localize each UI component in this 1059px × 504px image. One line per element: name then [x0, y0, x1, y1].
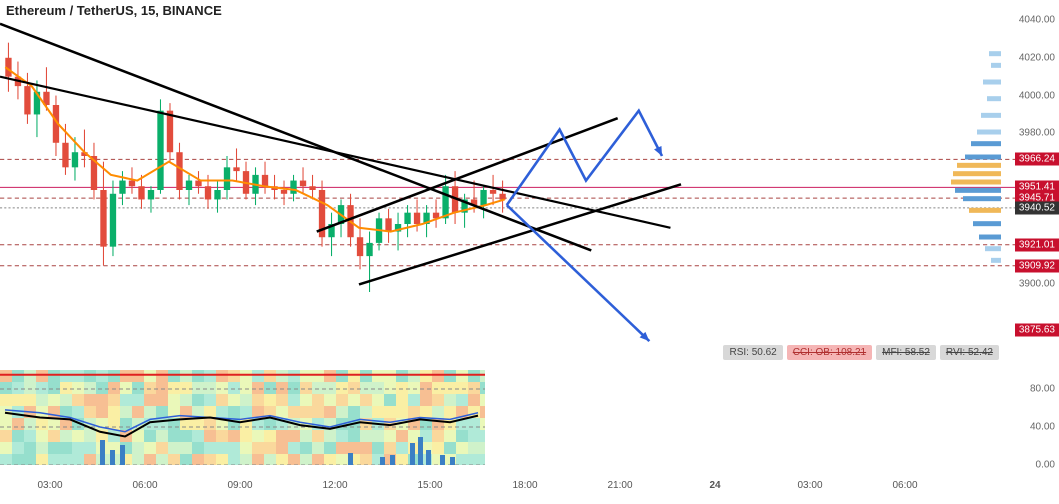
- indicator-tick: 0.00: [1036, 460, 1055, 471]
- price-label: 3875.63: [1015, 324, 1059, 337]
- price-axis: 4040.004020.004000.003980.003900.003966.…: [1003, 20, 1059, 360]
- price-label: 3921.01: [1015, 238, 1059, 251]
- price-label: 3966.24: [1015, 153, 1059, 166]
- time-tick: 03:00: [37, 480, 62, 491]
- price-tick: 4020.00: [1019, 52, 1055, 63]
- indicator-badge: RVI: 52.42: [940, 345, 999, 360]
- time-tick: 09:00: [227, 480, 252, 491]
- indicator-badge: RSI: 50.62: [723, 345, 782, 360]
- indicator-tick: 80.00: [1030, 384, 1055, 395]
- indicator-axis: 80.0040.000.00: [1003, 370, 1059, 465]
- indicator-badge: CCI: OB: 108.21: [787, 345, 872, 360]
- price-tick: 3900.00: [1019, 279, 1055, 290]
- price-tick: 4000.00: [1019, 90, 1055, 101]
- time-tick: 06:00: [132, 480, 157, 491]
- price-label: 3940.52: [1015, 201, 1059, 214]
- main-price-chart[interactable]: [0, 20, 1059, 360]
- time-tick: 24: [709, 480, 720, 491]
- price-tick: 4040.00: [1019, 15, 1055, 26]
- time-tick: 21:00: [607, 480, 632, 491]
- indicator-badges: RSI: 50.62 CCI: OB: 108.21 MFI: 58.52 RVI: …: [723, 345, 999, 360]
- time-tick: 18:00: [512, 480, 537, 491]
- price-label: 3909.92: [1015, 259, 1059, 272]
- indicator-tick: 40.00: [1030, 422, 1055, 433]
- time-tick: 15:00: [417, 480, 442, 491]
- time-tick: 03:00: [797, 480, 822, 491]
- time-tick: 12:00: [322, 480, 347, 491]
- time-tick: 06:00: [892, 480, 917, 491]
- volume-profile: [949, 30, 1001, 330]
- price-tick: 3980.00: [1019, 128, 1055, 139]
- time-axis: 03:00 06:00 09:00 12:00 15:00 18:00 21:00 24 03:…: [0, 480, 1003, 500]
- chart-title: Ethereum / TetherUS, 15, BINANCE: [6, 3, 222, 18]
- oscillator-panel[interactable]: [0, 370, 485, 465]
- indicator-badge: MFI: 58.52: [876, 345, 936, 360]
